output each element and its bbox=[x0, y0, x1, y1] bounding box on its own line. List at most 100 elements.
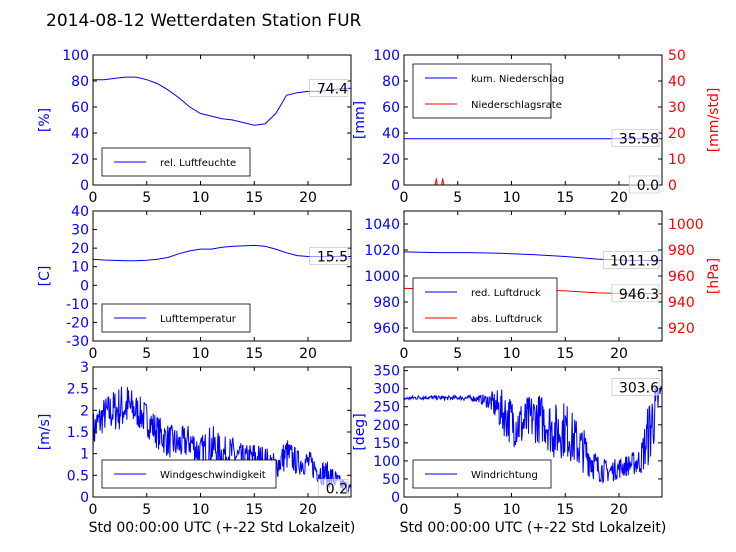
y-tick-label: 1000 bbox=[364, 269, 400, 285]
y-tick-label: 0.5 bbox=[67, 468, 89, 484]
legend: Windrichtung bbox=[412, 459, 552, 489]
y-tick-label: 60 bbox=[382, 100, 400, 116]
legend: red. Luftdruck abs. Luftdruck bbox=[412, 277, 558, 333]
y-tick-label: 0 bbox=[80, 278, 89, 294]
y-tick-label: 60 bbox=[71, 100, 89, 116]
legend: Windgeschwindigkeit bbox=[101, 459, 277, 489]
x-tick-label: 5 bbox=[142, 190, 151, 206]
y-tick-label-right: 20 bbox=[668, 126, 686, 142]
legend-box bbox=[412, 277, 558, 333]
legend-entry: Windrichtung bbox=[471, 470, 538, 481]
legend-entry: Windgeschwindigkeit bbox=[160, 470, 266, 481]
y-tick-label: 1 bbox=[80, 447, 89, 463]
x-tick-label: 0 bbox=[400, 346, 409, 362]
x-tick-label: 10 bbox=[503, 502, 521, 518]
last-value-box bbox=[628, 175, 660, 194]
y-tick-label-right: 980 bbox=[668, 243, 695, 259]
x-tick-label: 5 bbox=[453, 502, 462, 518]
y-tick-label: 0 bbox=[391, 490, 400, 506]
series-line-2-2 bbox=[404, 178, 662, 185]
x-tick-label: 15 bbox=[556, 346, 574, 362]
y-tick-label: 2 bbox=[80, 403, 89, 419]
y-tick-label: 0 bbox=[80, 490, 89, 506]
y-tick-label: 30 bbox=[71, 223, 89, 239]
y-axis-label: [mm] bbox=[352, 101, 368, 139]
y-tick-label: 1040 bbox=[364, 217, 400, 233]
y-tick-label: 150 bbox=[373, 436, 400, 452]
x-tick-label: 5 bbox=[453, 346, 462, 362]
y-axis-label: [%] bbox=[37, 108, 53, 132]
x-tick-label: 15 bbox=[245, 502, 263, 518]
x-tick-label: 15 bbox=[245, 346, 263, 362]
y-tick-label: 80 bbox=[382, 74, 400, 90]
y-tick-label: 0 bbox=[80, 178, 89, 194]
y-tick-label: 100 bbox=[62, 48, 89, 64]
y-tick-label: 2.5 bbox=[67, 382, 89, 398]
y-tick-label: 20 bbox=[382, 152, 400, 168]
y-tick-label-right: 960 bbox=[668, 269, 695, 285]
y-tick-label-right: 40 bbox=[668, 74, 686, 90]
x-tick-label: 20 bbox=[299, 502, 317, 518]
last-value-box bbox=[611, 284, 660, 303]
y-axis-label-right: [mm/std] bbox=[706, 88, 722, 153]
legend-entry: kum. Niederschlag bbox=[471, 74, 564, 85]
x-tick-label: 5 bbox=[142, 346, 151, 362]
x-tick-label: 5 bbox=[142, 502, 151, 518]
y-tick-label: 960 bbox=[373, 321, 400, 337]
x-tick-label: 0 bbox=[89, 346, 98, 362]
y-axis-label: [deg] bbox=[352, 413, 368, 450]
plot-frame bbox=[92, 210, 352, 342]
legend: rel. Luftfeuchte bbox=[101, 147, 251, 177]
y-tick-label: 50 bbox=[382, 472, 400, 488]
x-tick-label: 15 bbox=[556, 502, 574, 518]
y-tick-label-right: 920 bbox=[668, 321, 695, 337]
y-tick-label-right: 940 bbox=[668, 295, 695, 311]
figure-title: 2014-08-12 Wetterdaten Station FUR bbox=[46, 11, 362, 31]
y-tick-label: 3 bbox=[80, 360, 89, 376]
y-tick-label: 200 bbox=[373, 418, 400, 434]
chart-panel-1: 0 5 10 15 20 0 20 40 60 80 100 [%] rel. Luftfeuchte 7… bbox=[37, 48, 352, 206]
y-tick-label-right: 10 bbox=[668, 152, 686, 168]
last-value-box bbox=[603, 251, 660, 269]
x-tick-label: 15 bbox=[245, 190, 263, 206]
x-tick-label: 10 bbox=[503, 190, 521, 206]
last-value-box bbox=[611, 129, 660, 148]
x-tick-label: 20 bbox=[610, 346, 628, 362]
x-axis-label-left: Std 00:00:00 UTC (+-22 Std Lokalzeit) bbox=[89, 520, 356, 536]
last-value-box bbox=[309, 78, 349, 97]
x-tick-label: 10 bbox=[192, 190, 210, 206]
y-tick-label: 20 bbox=[71, 152, 89, 168]
last-value-label: 0.0 bbox=[637, 178, 659, 194]
x-tick-label: 20 bbox=[299, 190, 317, 206]
last-value-box bbox=[611, 378, 660, 396]
series-line-3-1 bbox=[93, 244, 351, 262]
y-tick-label-right: 50 bbox=[668, 48, 686, 64]
y-tick-label: 250 bbox=[373, 400, 400, 416]
x-tick-label: 5 bbox=[453, 190, 462, 206]
x-tick-label: 20 bbox=[610, 190, 628, 206]
y-tick-label-right: 30 bbox=[668, 100, 686, 116]
x-tick-label: 0 bbox=[89, 502, 98, 518]
y-tick-label: 100 bbox=[373, 454, 400, 470]
x-tick-label: 15 bbox=[556, 190, 574, 206]
y-tick-label: 40 bbox=[382, 126, 400, 142]
x-tick-label: 0 bbox=[400, 502, 409, 518]
x-tick-label: 10 bbox=[503, 346, 521, 362]
last-value-box bbox=[309, 247, 349, 265]
series-line-6-1 bbox=[404, 385, 662, 485]
y-tick-label: 40 bbox=[71, 126, 89, 142]
legend-entry: abs. Luftdruck bbox=[471, 314, 542, 325]
y-tick-label: 300 bbox=[373, 382, 400, 398]
y-tick-label: -10 bbox=[66, 297, 89, 313]
last-value-label: 35.58 bbox=[619, 132, 659, 148]
legend-entry: Lufttemperatur bbox=[160, 314, 237, 325]
y-tick-label: 100 bbox=[373, 48, 400, 64]
x-tick-label: 20 bbox=[299, 346, 317, 362]
y-tick-label: 1020 bbox=[364, 243, 400, 259]
plot-frame bbox=[403, 54, 663, 186]
last-value-label: 0.2 bbox=[326, 481, 348, 497]
y-tick-label: 40 bbox=[71, 204, 89, 220]
plot-frame bbox=[92, 54, 352, 186]
y-axis-label: [m/s] bbox=[37, 414, 53, 451]
